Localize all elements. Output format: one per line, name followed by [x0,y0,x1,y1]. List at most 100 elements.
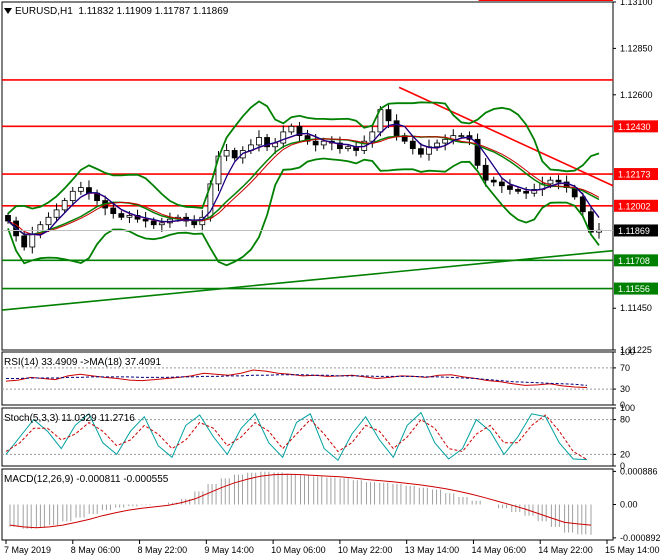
rsi-pane-frame [1,351,614,406]
candle-body [531,189,538,194]
candle-body [296,125,303,137]
price-label-box [614,120,658,133]
y-tick-label: 1.12600 [620,90,653,100]
price-label-text: 1.11556 [618,284,650,294]
price-label-box [614,168,658,181]
candle-body [53,209,60,218]
x-tick-label: 10 May 06:00 [271,545,326,555]
price-label-text: 1.11869 [618,226,650,236]
candle-body [417,148,424,155]
candle-body [158,222,165,226]
candle-body [458,135,465,138]
bollinger-lower [7,157,600,267]
rsi-tick-label: 0 [620,400,625,410]
macd-tick-label: 0.00 [620,500,638,510]
candle-body [337,142,343,150]
candle-body [126,215,133,218]
stoch-tick-label: 100 [620,403,635,413]
stoch-d-line [5,414,588,461]
candle-body [150,220,157,226]
collapse-triangle-icon[interactable] [4,8,12,15]
x-tick-label: 13 May 14:00 [405,545,460,555]
symbol-label: EURUSD,H1 [15,6,73,17]
macd-header: MACD(12,26,9) -0.000811 -0.000555 [4,474,169,485]
x-tick-label: 10 May 22:00 [338,545,393,555]
candle-body [369,131,376,142]
candle-body [393,120,400,137]
main-pane-frame [1,1,614,351]
price-label-text: 1.12002 [618,201,651,211]
candle-body [490,179,497,183]
candle-body [345,146,351,150]
x-tick-label: 9 May 14:00 [204,545,254,555]
candle-body [223,150,230,157]
candle-body [45,216,52,226]
trendline [1,249,614,311]
candle-body [142,218,149,222]
candle-body [21,235,28,248]
rsi-header: RSI(14) 33.4909 ->MA(18) 37.4091 [4,357,162,368]
price-label-text: 1.12173 [618,170,651,180]
price-label-box [614,199,658,212]
candle-body [474,138,481,166]
candle-body [191,220,198,226]
candle-body [588,211,594,233]
x-tick-label: 14 May 06:00 [471,545,526,555]
y-tick-label: 1.11450 [620,303,652,313]
candle-body [434,142,440,148]
candle-body [482,164,489,181]
price-label-box [614,254,658,267]
x-tick-label: 8 May 22:00 [138,545,188,555]
price-label-text: 1.12430 [618,122,651,132]
rsi-ma-line [6,374,588,386]
y-tick-label: 1.12850 [620,43,653,53]
y-tick-label: 1.11225 [620,345,652,355]
candle-body [5,215,11,222]
candle-body [264,137,270,148]
bollinger-middle [7,135,600,236]
candle-body [256,137,262,146]
candle-body [61,200,68,211]
candle-body [442,138,449,144]
x-tick-label: 15 May 14:00 [605,545,660,555]
candle-body [579,196,586,213]
ma-blue [7,123,600,236]
candle-body [77,187,84,192]
stoch-header: Stoch(5,3,3) 11.0329 11.2716 [4,413,135,424]
main-header: EURUSD,H1 1.11832 1.11909 1.11787 1.1186… [4,6,228,17]
stoch-k-line [5,411,588,461]
candle-body [110,207,117,214]
candle-body [231,150,238,159]
macd-pane-frame [1,468,614,541]
price-label-text: 1.11708 [618,256,650,266]
ma-red [7,135,600,236]
x-tick-label: 7 May 2019 [4,545,51,555]
candle-body [385,109,392,122]
price-label-box [614,282,658,295]
macd-signal-line [9,473,592,529]
candle-body [523,190,530,194]
ohlc-values: 1.11832 1.11909 1.11787 1.11869 [78,6,229,17]
candle-body [320,140,327,146]
stoch-tick-label: 20 [620,449,630,459]
candle-body [547,179,554,185]
stoch-tick-label: 80 [620,415,630,425]
macd-tick-label: -0.000892 [620,533,660,543]
candle-body [409,140,416,150]
stoch-pane-frame [1,407,614,467]
x-tick-label: 8 May 06:00 [71,545,121,555]
x-tick-label: 14 May 22:00 [538,545,593,555]
stoch-tick-label: 0 [620,461,625,471]
candle-body [498,181,505,187]
bollinger-upper [7,100,600,215]
candle-body [555,179,562,183]
rsi-tick-label: 70 [620,363,630,373]
candle-body [69,190,76,201]
candle-body [288,125,295,133]
candle-body [507,185,513,190]
candle-body [515,189,521,192]
candle-body [280,131,287,144]
macd-tick-label: 0.000886 [620,466,658,476]
price-label-box [614,224,658,237]
